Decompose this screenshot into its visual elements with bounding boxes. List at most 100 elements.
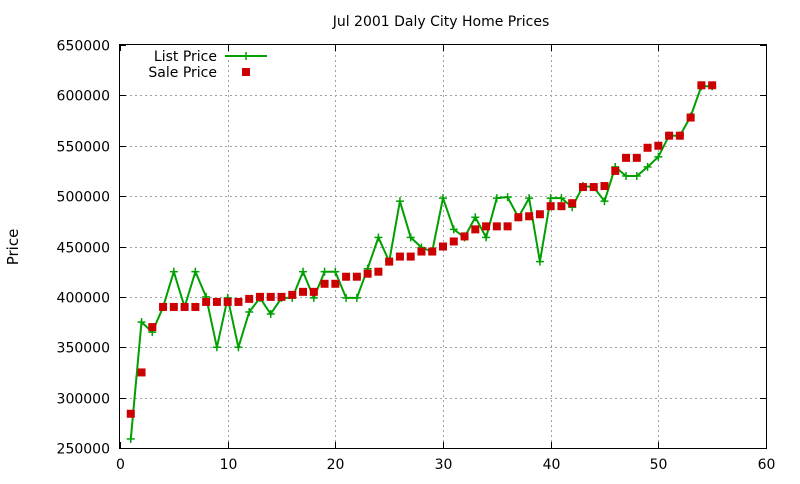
sale-price-point xyxy=(255,292,264,301)
list-price-point xyxy=(439,194,447,203)
legend-sample-sale-price xyxy=(242,68,250,76)
y-tick-label: 450000 xyxy=(57,241,110,257)
sale-price-point xyxy=(234,297,243,306)
list-price-point xyxy=(557,194,566,203)
list-price-point xyxy=(503,193,512,202)
sale-price-point xyxy=(546,202,555,211)
sale-price-point xyxy=(309,287,318,296)
sale-price-point xyxy=(514,213,523,222)
list-price-point xyxy=(320,267,329,276)
list-price-point xyxy=(449,225,458,234)
sale-price-point xyxy=(622,153,631,162)
list-price-point xyxy=(482,233,491,242)
sale-price-point xyxy=(686,113,695,122)
sale-price-point xyxy=(697,81,706,90)
sale-price-point xyxy=(288,290,297,299)
list-price-point xyxy=(191,267,200,276)
legend-label-list-price: List Price xyxy=(154,49,217,65)
list-price-point xyxy=(299,267,308,276)
y-tick-label: 350000 xyxy=(57,341,110,357)
sale-price-point xyxy=(708,81,717,90)
list-price-point xyxy=(643,162,652,171)
axis-ticks: 0 10 20 30 40 50 60 250000 300000 350000 400000 450… xyxy=(57,39,776,474)
list-price-point xyxy=(535,257,544,266)
sale-price-point xyxy=(352,272,361,281)
sale-price-point xyxy=(342,272,351,281)
sale-price-point xyxy=(557,202,566,211)
sale-price-point xyxy=(611,166,620,175)
sale-price-point xyxy=(299,287,308,296)
list-price-point xyxy=(546,194,555,203)
sale-price-point xyxy=(428,247,437,256)
sale-price-point xyxy=(525,212,534,221)
list-price-point xyxy=(654,152,663,161)
legend-marker xyxy=(242,68,250,76)
list-price-point xyxy=(245,307,254,316)
sale-price-point xyxy=(363,269,372,278)
list-price-point xyxy=(212,343,221,352)
sale-price-point xyxy=(589,183,598,192)
sale-price-point xyxy=(148,323,157,332)
sale-price-point xyxy=(449,237,458,246)
sale-price-point xyxy=(320,279,329,288)
list-price-point xyxy=(632,171,641,180)
list-price-point xyxy=(600,197,609,206)
sale-price-point xyxy=(374,267,383,276)
sale-price-point xyxy=(385,257,394,266)
sale-price-point xyxy=(643,143,652,152)
sale-price-point xyxy=(191,302,200,311)
list-price-point xyxy=(471,213,480,222)
sale-price-point xyxy=(482,222,491,231)
legend-sample-list-price xyxy=(225,52,267,60)
list-price-point xyxy=(395,197,404,206)
sale-price-point xyxy=(535,210,544,219)
sale-price-point xyxy=(331,279,340,288)
sale-price-point xyxy=(578,183,587,192)
sale-price-point xyxy=(632,153,641,162)
sale-price-point xyxy=(471,225,480,234)
list-price-point xyxy=(137,318,146,327)
sale-price-point xyxy=(277,292,286,301)
list-price-point xyxy=(622,171,631,180)
y-tick-label: 500000 xyxy=(57,190,110,206)
legend-label-sale-price: Sale Price xyxy=(148,65,217,81)
y-tick-label: 250000 xyxy=(57,442,110,458)
list-price-point xyxy=(342,293,351,302)
sale-price-point xyxy=(202,297,211,306)
x-tick-label: 60 xyxy=(758,457,776,473)
sale-price-point xyxy=(406,252,415,261)
y-tick-label: 650000 xyxy=(57,39,110,55)
sale-price-point xyxy=(417,247,426,256)
sale-price-point xyxy=(568,199,577,208)
list-price-point xyxy=(169,267,178,276)
legend-marker xyxy=(242,52,250,60)
sale-price-point xyxy=(665,131,674,140)
legend: List Price Sale Price xyxy=(148,49,267,81)
x-tick-label: 20 xyxy=(327,457,345,473)
sale-price-point xyxy=(675,131,684,140)
sale-price-point xyxy=(245,294,254,303)
list-price-point xyxy=(126,434,135,443)
x-tick-label: 40 xyxy=(543,457,561,473)
list-price-point xyxy=(234,343,243,352)
sale-price-point xyxy=(439,242,447,251)
list-price-point xyxy=(374,233,383,242)
list-price-line xyxy=(129,85,713,439)
y-tick-label: 300000 xyxy=(57,392,110,408)
y-tick-label: 550000 xyxy=(57,140,110,156)
list-price-point xyxy=(525,194,534,203)
series-area xyxy=(126,81,717,443)
sale-price-point xyxy=(169,302,178,311)
list-price-point xyxy=(406,233,415,242)
sale-price-point xyxy=(492,222,501,231)
list-price-point xyxy=(266,310,275,319)
y-tick-label: 600000 xyxy=(57,89,110,105)
y-tick-label: 400000 xyxy=(57,291,110,307)
sale-price-point xyxy=(266,292,275,301)
sale-price-point xyxy=(180,302,189,311)
chart-title: Jul 2001 Daly City Home Prices xyxy=(332,14,550,30)
x-tick-label: 50 xyxy=(650,457,668,473)
sale-price-point xyxy=(503,222,512,231)
